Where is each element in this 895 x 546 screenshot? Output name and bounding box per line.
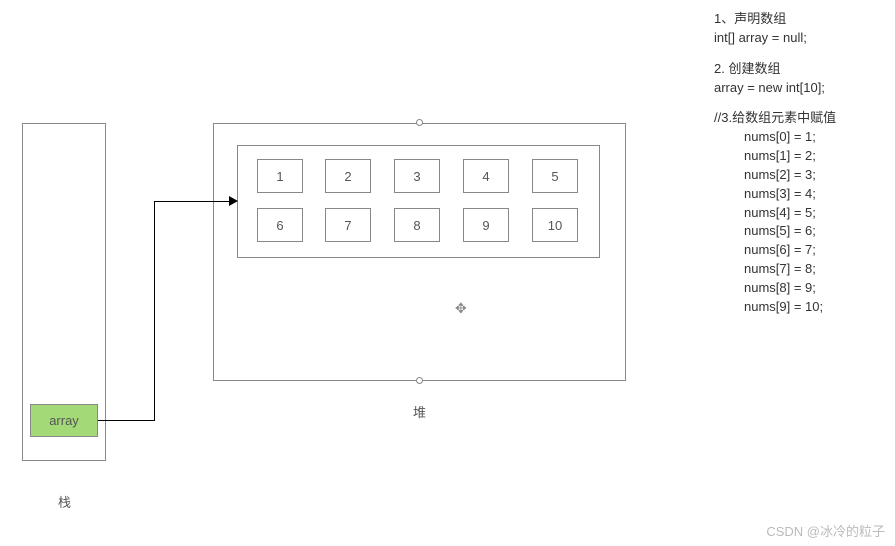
move-icon: ✥ [455,300,467,317]
handle-top [416,119,423,126]
array-variable-label: array [49,413,79,428]
watermark: CSDN @冰冷的粒子 [766,521,885,540]
stack-label: 栈 [58,492,71,511]
arrow-h2 [154,201,231,202]
code-s1-title: 1、声明数组 [714,10,836,29]
code-s3-l7: nums[7] = 8; [714,260,836,279]
code-s2-title: 2. 创建数组 [714,60,836,79]
code-panel: 1、声明数组 int[] array = null; 2. 创建数组 array… [714,10,836,317]
code-s3-l5: nums[5] = 6; [714,222,836,241]
code-s3-l9: nums[9] = 10; [714,298,836,317]
array-cell-7: 8 [394,208,440,242]
array-cell-6: 7 [325,208,371,242]
code-s3-l4: nums[4] = 5; [714,204,836,223]
code-s2-line: array = new int[10]; [714,79,836,98]
arrow-h1 [98,420,155,421]
array-cell-9: 10 [532,208,578,242]
array-cell-2: 3 [394,159,440,193]
array-cell-3: 4 [463,159,509,193]
handle-bottom [416,377,423,384]
array-cell-8: 9 [463,208,509,242]
code-s3-l3: nums[3] = 4; [714,185,836,204]
code-s3-l0: nums[0] = 1; [714,128,836,147]
code-s3-l1: nums[1] = 2; [714,147,836,166]
code-s3-l2: nums[2] = 3; [714,166,836,185]
heap-label: 堆 [413,402,426,421]
arrow-v [154,201,155,421]
array-cell-1: 2 [325,159,371,193]
code-s1-line: int[] array = null; [714,29,836,48]
code-s3-title: //3.给数组元素中赋值 [714,109,836,128]
arrow-head [229,196,238,206]
array-cell-4: 5 [532,159,578,193]
code-s3-l6: nums[6] = 7; [714,241,836,260]
code-s3-l8: nums[8] = 9; [714,279,836,298]
array-cell-0: 1 [257,159,303,193]
array-cell-5: 6 [257,208,303,242]
array-variable-box: array [30,404,98,437]
